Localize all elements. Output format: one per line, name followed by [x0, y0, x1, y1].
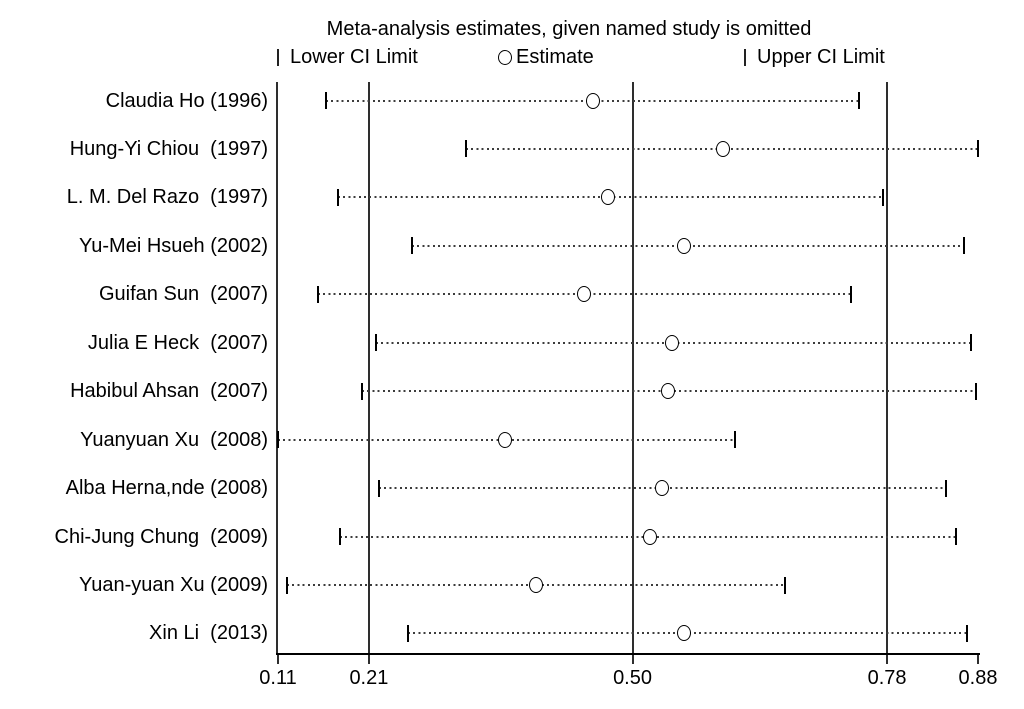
lower-ci-tick [407, 624, 409, 642]
study-label: Hung-Yi Chiou (1997) [69, 137, 268, 160]
estimate-marker [661, 383, 675, 400]
study-label: Julia E Heck (2007) [87, 331, 268, 354]
study-label: Yu-Mei Hsueh (2002) [79, 234, 268, 257]
lower-ci-tick [337, 188, 339, 206]
upper-ci-tick [784, 576, 787, 594]
x-axis-tick-label: 0.88 [958, 667, 998, 689]
plot-left-border [276, 82, 278, 653]
upper-ci-tick-icon [744, 48, 746, 66]
x-axis-line [276, 653, 980, 655]
estimate-marker [677, 625, 692, 642]
lower-ci-tick [465, 140, 468, 158]
upper-ci-tick [734, 431, 737, 449]
lower-ci-tick [410, 237, 413, 255]
study-label: Yuanyuan Xu (2008) [80, 428, 268, 451]
upper-ci-tick [975, 382, 978, 400]
lower-ci-tick [377, 479, 380, 497]
upper-ci-tick [882, 188, 885, 206]
lower-ci-tick-icon [277, 48, 279, 66]
estimate-marker [664, 334, 679, 351]
lower-ci-tick [338, 528, 341, 546]
x-axis-tick [367, 655, 370, 664]
estimate-marker [529, 577, 544, 593]
estimate-marker [715, 140, 730, 157]
legend-upper-ci: Upper CI Limit [744, 44, 885, 70]
reference-line [886, 82, 889, 653]
lower-ci-tick [375, 334, 378, 352]
lower-ci-tick [317, 285, 319, 303]
study-label: Xin Li (2013) [149, 622, 268, 645]
lower-ci-tick [286, 576, 289, 594]
legend-estimate: Estimate [498, 44, 594, 70]
study-label: Habibul Ahsan (2007) [70, 380, 268, 403]
estimate-marker [498, 431, 513, 448]
estimate-marker [585, 92, 600, 109]
study-label: Chi-Jung Chung (2009) [54, 525, 268, 548]
x-axis-tick-label: 0.78 [867, 667, 907, 689]
upper-ci-tick [966, 624, 969, 642]
lower-ci-tick [277, 431, 279, 449]
reference-line [631, 82, 634, 653]
study-label: Alba Herna,nde (2008) [65, 477, 268, 500]
legend-lower-ci-label: Lower CI Limit [290, 45, 418, 68]
estimate-marker [654, 480, 669, 497]
x-axis-tick [277, 655, 279, 664]
legend-lower-ci: Lower CI Limit [277, 44, 418, 70]
x-axis-tick-label: 0.21 [349, 667, 389, 689]
x-axis-tick-label: 0.50 [613, 667, 652, 689]
estimate-circle-icon [498, 49, 512, 65]
study-label: L. M. Del Razo (1997) [66, 186, 268, 209]
study-label: Yuan-yuan Xu (2009) [78, 574, 268, 596]
estimate-marker [577, 286, 592, 303]
upper-ci-tick [857, 92, 860, 109]
legend-upper-ci-label: Upper CI Limit [757, 45, 885, 68]
chart-title: Meta-analysis estimates, given named stu… [326, 18, 812, 40]
study-label: Claudia Ho (1996) [105, 89, 268, 112]
lower-ci-tick [360, 382, 363, 400]
upper-ci-tick [963, 237, 966, 255]
upper-ci-tick [945, 479, 948, 497]
x-axis-tick-label: 0.11 [259, 667, 297, 689]
x-axis-tick [977, 655, 979, 664]
upper-ci-tick [977, 140, 979, 158]
x-axis-tick [631, 655, 634, 664]
upper-ci-tick [969, 334, 972, 352]
lower-ci-tick [325, 92, 328, 109]
estimate-marker [642, 528, 657, 545]
reference-line [367, 82, 370, 653]
upper-ci-tick [955, 528, 958, 546]
estimate-marker [677, 237, 692, 254]
upper-ci-tick [849, 285, 852, 303]
legend-estimate-label: Estimate [516, 45, 594, 68]
estimate-marker [601, 189, 615, 206]
x-axis-tick [886, 655, 889, 664]
study-label: Guifan Sun (2007) [99, 283, 268, 306]
